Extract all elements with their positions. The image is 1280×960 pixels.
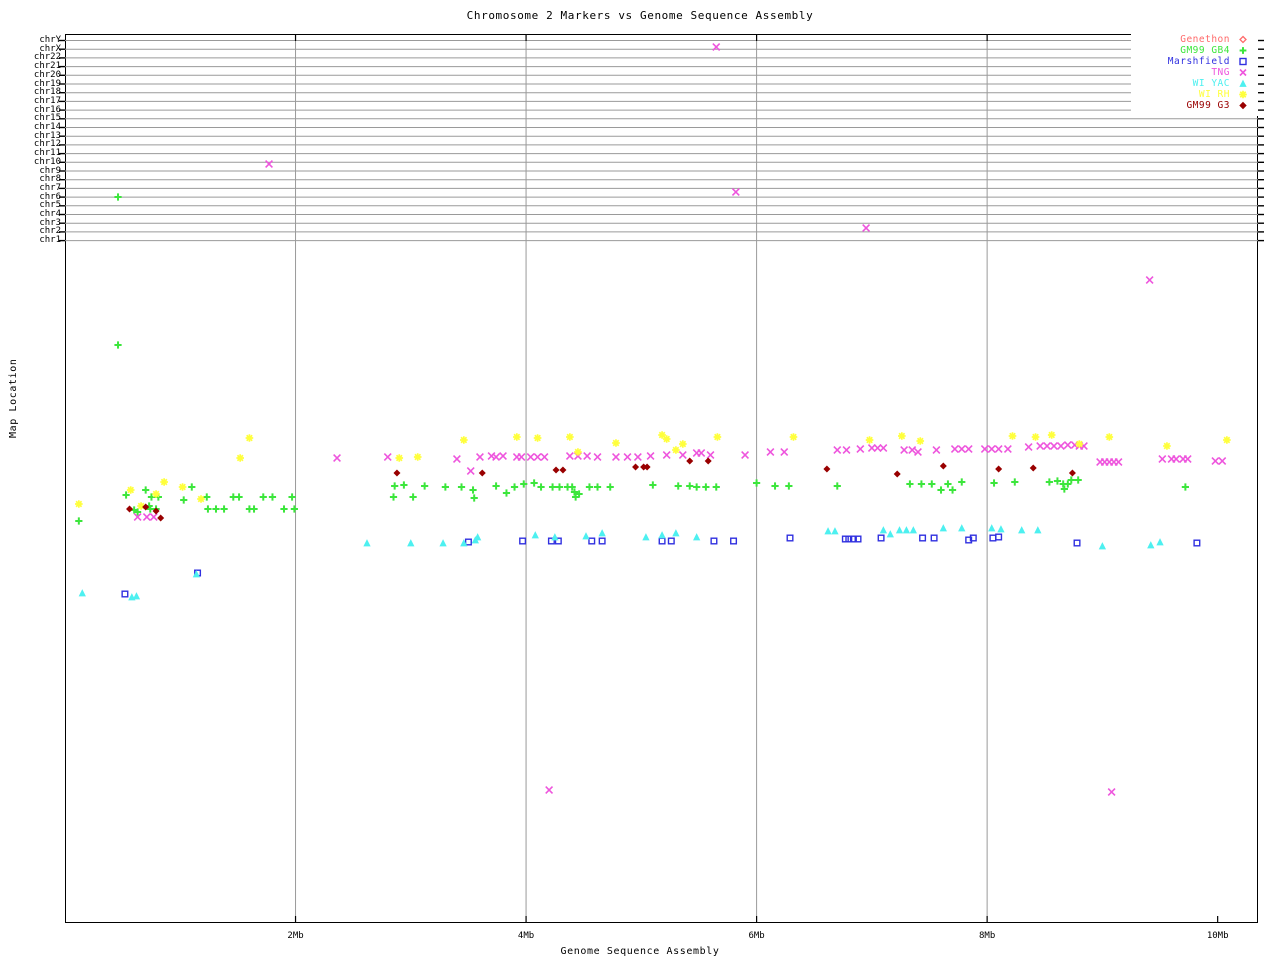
y-tick-label-chrY: chrY bbox=[39, 35, 61, 45]
y-tick-label-chr5: chr5 bbox=[39, 200, 61, 211]
y-tick-label-chr21: chr21 bbox=[33, 61, 61, 72]
series-gm99-gb4 bbox=[75, 193, 1189, 525]
legend-item-gm99-gb4[interactable]: GM99 GB4 bbox=[1131, 45, 1258, 56]
legend-star-icon bbox=[1236, 89, 1250, 100]
y-tick-label-chr2: chr2 bbox=[39, 226, 61, 237]
y-axis-ticks bbox=[59, 39, 1264, 242]
gridlines bbox=[65, 40, 1258, 242]
y-tick-label-chr4: chr4 bbox=[39, 209, 61, 219]
y-tick-label-chr13: chr13 bbox=[33, 130, 61, 141]
legend-label: WI RH bbox=[1198, 89, 1230, 100]
y-tick-label-chr19: chr19 bbox=[33, 78, 61, 89]
y-axis-tick-labels: chrY chrX chr22 chr21 chr20 chr19 chr18 chr17 ch… bbox=[0, 0, 61, 960]
plot-area bbox=[65, 34, 1258, 923]
y-tick-label-chr11: chr11 bbox=[33, 148, 61, 159]
y-tick-label-chr10: chr10 bbox=[33, 156, 61, 167]
legend-label: WI YAC bbox=[1192, 78, 1230, 89]
legend-item-gm99-g3[interactable]: GM99 G3 bbox=[1131, 100, 1258, 111]
x-tick-label-2Mb: 2Mb bbox=[287, 931, 304, 941]
x-tick-label-6Mb: 6Mb bbox=[748, 931, 765, 941]
y-tick-label-chr9: chr9 bbox=[39, 165, 61, 176]
legend-plus-icon bbox=[1236, 45, 1250, 56]
y-tick-label-chr6: chr6 bbox=[39, 191, 61, 202]
y-tick-label-chr7: chr7 bbox=[39, 182, 61, 193]
y-tick-label-chr16: chr16 bbox=[33, 104, 61, 115]
series-tng bbox=[133, 43, 1227, 796]
x-axis-label: Genome Sequence Assembly bbox=[560, 946, 720, 957]
y-tick-label-chrX: chrX bbox=[39, 43, 61, 54]
y-tick-label-chr18: chr18 bbox=[33, 87, 61, 98]
series-wi-rh bbox=[75, 431, 1231, 510]
legend-item-wi-yac[interactable]: WI YAC bbox=[1131, 78, 1258, 89]
legend-item-marshfield[interactable]: Marshfield bbox=[1131, 56, 1258, 67]
data-points-layer bbox=[75, 43, 1231, 796]
y-tick-label-chr3: chr3 bbox=[39, 217, 61, 228]
chart-title: Chromosome 2 Markers vs Genome Sequence … bbox=[466, 9, 814, 22]
x-tick-label-8Mb: 8Mb bbox=[978, 931, 996, 941]
y-tick-label-chr20: chr20 bbox=[33, 69, 61, 80]
y-tick-label-chr22: chr22 bbox=[33, 52, 61, 63]
legend-item-tng[interactable]: TNG bbox=[1131, 67, 1258, 78]
legend-label: TNG bbox=[1211, 67, 1230, 78]
y-tick-label-chr8: chr8 bbox=[39, 174, 61, 185]
legend-label: Marshfield bbox=[1167, 56, 1230, 67]
y-tick-label-chr17: chr17 bbox=[33, 95, 61, 106]
legend-diamond-icon bbox=[1236, 100, 1250, 111]
legend-item-wi-rh[interactable]: WI RH bbox=[1131, 89, 1258, 100]
chart-legend: Genethon GM99 GB4 Marshfield TNG WI YAC WI RH… bbox=[1131, 34, 1258, 116]
series-marshfield bbox=[121, 533, 1201, 598]
legend-label: Genethon bbox=[1180, 34, 1230, 45]
y-tick-label-chr1: chr1 bbox=[39, 235, 61, 246]
legend-x-icon bbox=[1236, 67, 1250, 78]
x-tick-label-10Mb: 10Mb bbox=[1206, 931, 1229, 941]
series-wi-yac bbox=[78, 524, 1164, 601]
legend-square-open-icon bbox=[1236, 56, 1250, 67]
legend-triangle-icon bbox=[1236, 78, 1250, 89]
x-tick-label-4Mb: 4Mb bbox=[517, 931, 535, 941]
y-tick-label-chr14: chr14 bbox=[33, 122, 61, 132]
legend-diamond-open-icon bbox=[1236, 34, 1250, 45]
y-tick-label-chr12: chr12 bbox=[33, 139, 61, 150]
legend-item-genethon[interactable]: Genethon bbox=[1131, 34, 1258, 45]
y-tick-label-chr15: chr15 bbox=[33, 113, 61, 124]
legend-label: GM99 GB4 bbox=[1180, 45, 1230, 56]
legend-label: GM99 G3 bbox=[1186, 100, 1230, 111]
vertical-gridlines bbox=[295, 34, 988, 923]
series-gm99-g3 bbox=[126, 457, 1076, 522]
